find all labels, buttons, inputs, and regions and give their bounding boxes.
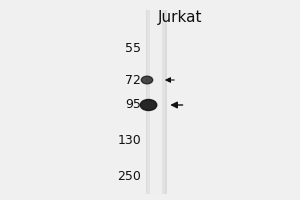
Bar <box>146 10 167 194</box>
Ellipse shape <box>141 76 153 84</box>
Text: 95: 95 <box>125 98 141 112</box>
Text: 55: 55 <box>125 43 141 55</box>
Text: 250: 250 <box>117 170 141 184</box>
Ellipse shape <box>140 99 157 110</box>
Bar <box>147 10 165 194</box>
Text: 130: 130 <box>117 134 141 148</box>
Bar <box>150 10 162 194</box>
Text: 72: 72 <box>125 74 141 88</box>
Text: Jurkat: Jurkat <box>158 10 202 25</box>
